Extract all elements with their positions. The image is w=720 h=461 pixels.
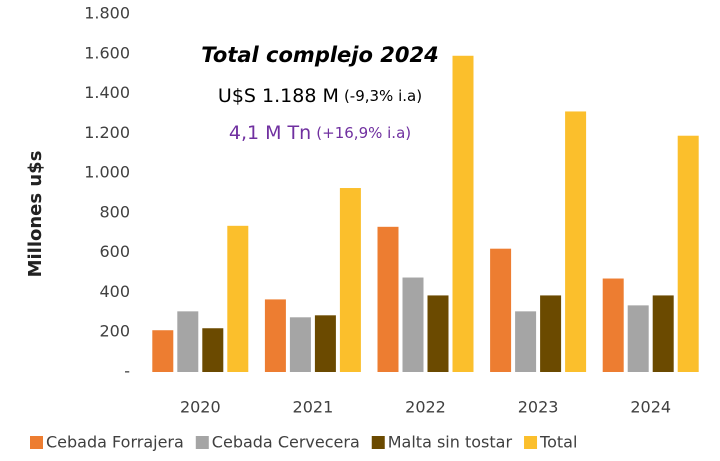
bar <box>402 277 424 372</box>
y-tick-label: 800 <box>99 202 130 221</box>
y-tick-label: 1.000 <box>84 163 130 182</box>
y-axis-label: Millones u$s <box>25 151 46 278</box>
bar <box>202 328 224 372</box>
bar <box>627 305 649 372</box>
annotation-usd: U$S 1.188 M <box>218 85 339 107</box>
legend-label: Total <box>539 433 577 452</box>
legend-label: Cebada Cervecera <box>212 433 360 452</box>
x-tick-label: 2024 <box>630 398 671 417</box>
bar <box>427 295 449 372</box>
bar <box>339 188 361 372</box>
bar <box>177 311 199 372</box>
bar <box>377 226 399 372</box>
legend-swatch <box>371 436 385 449</box>
y-tick-label: 1.600 <box>84 43 130 62</box>
annotation-tn: 4,1 M Tn <box>229 122 311 144</box>
bar <box>289 317 311 372</box>
annotation-usd-change: (-9,3% i.a) <box>344 87 422 105</box>
bar <box>264 299 286 372</box>
x-tick-label: 2022 <box>405 398 446 417</box>
bar <box>652 295 674 372</box>
annotation-title: Total complejo 2024 <box>201 43 438 67</box>
y-tick-label: 400 <box>99 282 130 301</box>
legend-label: Malta sin tostar <box>388 433 513 452</box>
bar <box>227 225 249 372</box>
annotation-tn-change: (+16,9% i.a) <box>316 124 411 142</box>
y-tick-label: - <box>124 362 130 381</box>
bar <box>677 135 699 372</box>
legend-swatch <box>524 436 538 449</box>
bar <box>490 248 512 372</box>
bar <box>565 111 587 372</box>
legend-label: Cebada Forrajera <box>46 433 184 452</box>
bar <box>452 55 474 373</box>
bar <box>152 330 174 372</box>
y-tick-label: 200 <box>99 322 130 341</box>
bar <box>540 295 562 372</box>
bar <box>602 278 624 372</box>
y-tick-label: 1.400 <box>84 83 130 102</box>
x-tick-label: 2023 <box>518 398 559 417</box>
y-tick-label: 1.200 <box>84 123 130 142</box>
y-tick-label: 600 <box>99 242 130 261</box>
bar <box>314 315 336 372</box>
annotation-volume: 4,1 M Tn (+16,9% i.a) <box>229 122 411 144</box>
annotation-value: U$S 1.188 M (-9,3% i.a) <box>218 85 422 107</box>
bar <box>515 311 537 372</box>
y-tick-label: 1.800 <box>84 4 130 23</box>
legend-swatch <box>30 436 43 449</box>
legend-swatch <box>195 436 209 449</box>
x-tick-label: 2020 <box>180 398 221 417</box>
x-tick-label: 2021 <box>293 398 334 417</box>
